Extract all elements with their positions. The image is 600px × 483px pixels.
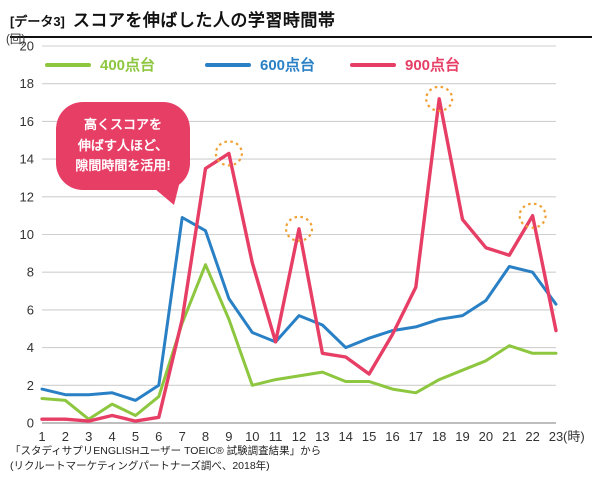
x-tick-label: 2	[62, 429, 69, 444]
x-tick-label: 9	[225, 429, 232, 444]
series-line-400点台	[40, 263, 558, 421]
x-tick-label: 4	[108, 429, 115, 444]
legend-label-600: 600点台	[260, 57, 316, 74]
speech-bubble-text: 伸ばす人ほど、	[77, 137, 169, 153]
x-tick-label: 22	[525, 429, 539, 444]
x-axis-unit-label: (時)	[563, 429, 585, 444]
y-tick-label: 14	[20, 152, 34, 167]
page-title: スコアを伸ばした人の学習時間帯	[72, 11, 336, 30]
x-tick-label: 15	[362, 429, 376, 444]
highlight-circle	[425, 85, 454, 112]
legend-swatch-900	[350, 62, 396, 67]
x-tick-label: 6	[155, 429, 162, 444]
y-tick-label: 4	[27, 340, 34, 355]
title-tag: [データ3]	[10, 14, 65, 29]
legend-swatch-600	[205, 62, 251, 67]
y-tick-label: 2	[27, 378, 34, 393]
speech-bubble-text: 高くスコアを	[83, 117, 162, 132]
series-line-900点台	[40, 97, 558, 423]
source-line-2: (リクルートマーケティングパートナーズ調べ、2018年)	[10, 460, 270, 473]
y-tick-label: 10	[20, 227, 34, 242]
x-tick-label: 12	[292, 429, 306, 444]
y-tick-label: 12	[20, 189, 34, 204]
legend-item-900: 900点台	[350, 54, 460, 75]
source-line-1: 「スタディサプリENGLISHユーザー TOEIC® 試験調査結果」から	[10, 444, 322, 457]
x-tick-label: 11	[269, 429, 283, 444]
speech-bubble: 高くスコアを 伸ばす人ほど、 隙間時間を活用!	[56, 102, 190, 205]
y-tick-label: 20	[20, 39, 34, 54]
legend-item-600: 600点台	[205, 54, 315, 75]
title-bar: [データ3] スコアを伸ばした人の学習時間帯	[10, 6, 592, 38]
legend: 400点台 600点台 900点台	[0, 54, 600, 74]
legend-label-900: 900点台	[405, 57, 461, 74]
x-tick-label: 8	[202, 429, 209, 444]
legend-item-400: 400点台	[45, 54, 155, 75]
x-tick-label: 23	[549, 429, 563, 444]
x-tick-label: 17	[409, 429, 423, 444]
source-note: 「スタディサプリENGLISHユーザー TOEIC® 試験調査結果」から (リク…	[10, 444, 321, 476]
x-tick-label: 14	[338, 429, 352, 444]
series-line-600点台	[40, 216, 558, 402]
speech-bubble-tail	[148, 180, 180, 205]
legend-swatch-400	[45, 62, 91, 67]
y-tick-label: 6	[27, 302, 34, 317]
x-tick-label: 3	[85, 429, 92, 444]
x-tick-label: 21	[502, 429, 516, 444]
x-tick-label: 10	[245, 429, 259, 444]
highlight-circle	[284, 215, 314, 242]
x-tick-label: 5	[132, 429, 139, 444]
legend-label-400: 400点台	[100, 57, 156, 74]
bubble-tail-shape	[148, 180, 180, 205]
x-tick-label: 19	[455, 429, 469, 444]
highlight-circle	[214, 140, 243, 167]
y-tick-label: 0	[27, 416, 34, 431]
x-tick-label: 20	[479, 429, 493, 444]
x-tick-label: 18	[432, 429, 446, 444]
x-tick-label: 1	[38, 429, 45, 444]
x-tick-label: 7	[179, 429, 186, 444]
x-tick-label: 13	[315, 429, 329, 444]
y-tick-label: 16	[20, 114, 34, 129]
y-axis-unit-label: (回)	[6, 34, 26, 46]
y-tick-label: 18	[20, 76, 34, 91]
highlight-circle	[518, 202, 547, 229]
speech-bubble-text: 隙間時間を活用!	[75, 158, 171, 174]
y-tick-label: 8	[27, 265, 34, 280]
x-tick-label: 16	[385, 429, 399, 444]
